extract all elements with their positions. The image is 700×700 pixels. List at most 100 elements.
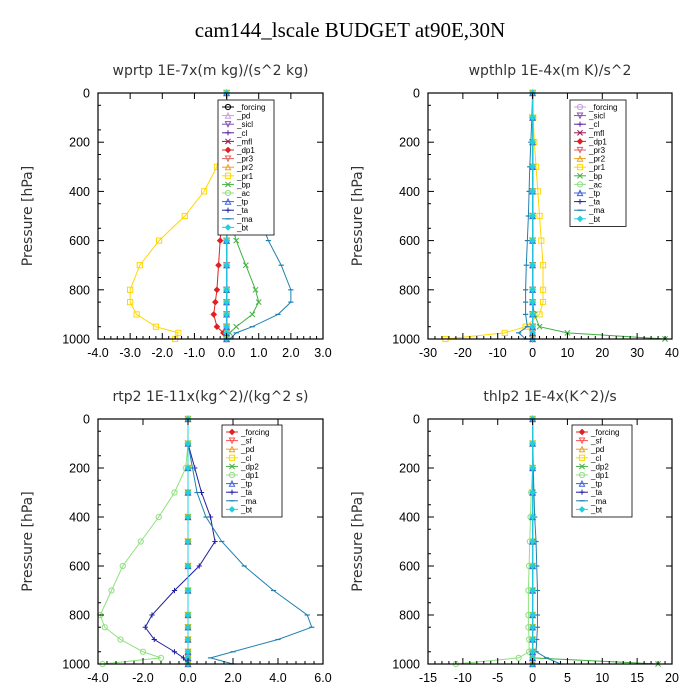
legend-entry: _ac: [222, 189, 250, 198]
data-point: [117, 636, 124, 643]
data-point: [152, 323, 159, 330]
legend-marker: [576, 215, 584, 223]
y-axis-label: Pressure [hPa]: [20, 491, 36, 591]
panel-title: thlp2 1E-4x(K^2)/s: [483, 389, 616, 405]
y-tick-label: 200: [69, 462, 90, 476]
data-point: [184, 489, 192, 496]
legend-label: _cl: [590, 454, 601, 463]
x-tick-label: 0: [529, 671, 536, 685]
data-point: [223, 298, 230, 306]
legend-label: _pd: [240, 445, 254, 454]
legend-label: _tp: [236, 198, 249, 207]
legend-entry: _cl: [574, 120, 599, 129]
legend-entry: _mfl: [574, 129, 604, 138]
legend-label: _pd: [590, 445, 604, 454]
plot-frame: [97, 92, 324, 340]
legend-entry: _dp1: [576, 471, 609, 480]
series-line: [144, 419, 216, 665]
legend-entry: _sf: [576, 437, 602, 446]
data-point: [200, 188, 208, 195]
x-tick-label: 40: [665, 346, 679, 360]
legend-marker: [576, 154, 584, 162]
data-point: [249, 311, 256, 318]
x-tick-label: 0: [529, 346, 536, 360]
data-point: [216, 237, 224, 244]
legend-label: _ta: [240, 488, 253, 497]
y-tick-label: 600: [399, 234, 420, 248]
series-bt: [529, 415, 536, 668]
legend-entry: _pr1: [222, 172, 254, 181]
legend-label: _pr3: [236, 155, 254, 164]
panel-1: wprtp 1E-7x(m kg)/(s^2 kg) Pressure [hPa]…: [20, 63, 332, 360]
legend-marker: [576, 164, 584, 171]
x-tick-label: -4.0: [87, 346, 109, 360]
legend-label: _ta: [588, 198, 601, 207]
legend-entry: _pr3: [222, 155, 254, 164]
legend-entry: _cl: [576, 454, 601, 463]
data-point: [149, 612, 155, 618]
legend-label: _forcing: [240, 428, 269, 437]
legend-marker: [229, 463, 235, 470]
legend-marker: [228, 428, 236, 436]
x-tick-label: 1.0: [250, 346, 267, 360]
data-point: [529, 298, 536, 306]
panel-4: thlp2 1E-4x(K^2)/s Pressure [hPa] -15 -10 -5…: [350, 389, 679, 685]
data-point: [529, 562, 536, 570]
legend-marker: [228, 437, 236, 445]
data-point: [529, 261, 536, 269]
data-point: [223, 237, 230, 244]
x-tick-label: 20: [595, 346, 609, 360]
y-axis-label: Pressure [hPa]: [350, 166, 366, 266]
legend-marker: [228, 454, 236, 461]
data-point: [242, 262, 249, 269]
legend-entry: _pr2: [222, 163, 254, 172]
y-tick-label: 400: [69, 185, 90, 199]
data-point: [539, 262, 547, 269]
legend-label: _cl: [588, 120, 599, 129]
data-point: [529, 648, 536, 656]
data-point: [213, 323, 221, 331]
x-tick-label: -15: [419, 671, 437, 685]
legend-label: _cl: [236, 129, 247, 138]
data-point: [184, 648, 192, 656]
legend-label: _ma: [590, 497, 607, 506]
x-tick-label: 2.0: [282, 346, 299, 360]
plot-frame: [97, 418, 324, 665]
x-tick-label: 2.0: [224, 671, 241, 685]
legend-marker: [224, 103, 232, 111]
x-tick-label: -10: [454, 671, 472, 685]
series-line: [517, 92, 534, 340]
legend-label: _sicl: [236, 120, 253, 129]
legend-marker: [225, 181, 231, 188]
legend-marker: [576, 138, 584, 145]
legend-marker: [578, 479, 586, 487]
x-tick-label: -2.0: [152, 346, 174, 360]
y-tick-label: 0: [413, 87, 420, 101]
legend-label: _dp2: [240, 462, 259, 471]
legend-label: _dp1: [240, 471, 259, 480]
y-tick-label: 400: [69, 511, 90, 525]
legend-label: _ta: [236, 206, 249, 215]
data-point: [529, 636, 536, 643]
legend-marker: [224, 163, 232, 171]
data-point: [213, 286, 221, 294]
y-tick-label: 600: [69, 234, 90, 248]
legend-marker: [577, 129, 583, 136]
legend-marker: [224, 224, 232, 231]
data-point: [529, 464, 536, 472]
legend-entry: _mfl: [222, 137, 252, 146]
y-tick-label: 800: [69, 283, 90, 297]
x-tick-label: -4.0: [87, 671, 109, 685]
data-point: [198, 489, 205, 496]
data-point: [529, 114, 536, 121]
legend-entry: _forcing: [574, 103, 617, 112]
legend-entry: _forcing: [226, 428, 269, 437]
legend-entry: _ta: [576, 488, 603, 497]
y-tick-label: 0: [83, 87, 90, 101]
x-tick-label: 6.0: [314, 671, 331, 685]
legend-entry: _tp: [574, 189, 601, 198]
data-point: [529, 138, 536, 146]
legend-label: _ma: [240, 497, 257, 506]
legend-entry: _sf: [226, 437, 252, 446]
data-point: [157, 654, 165, 661]
